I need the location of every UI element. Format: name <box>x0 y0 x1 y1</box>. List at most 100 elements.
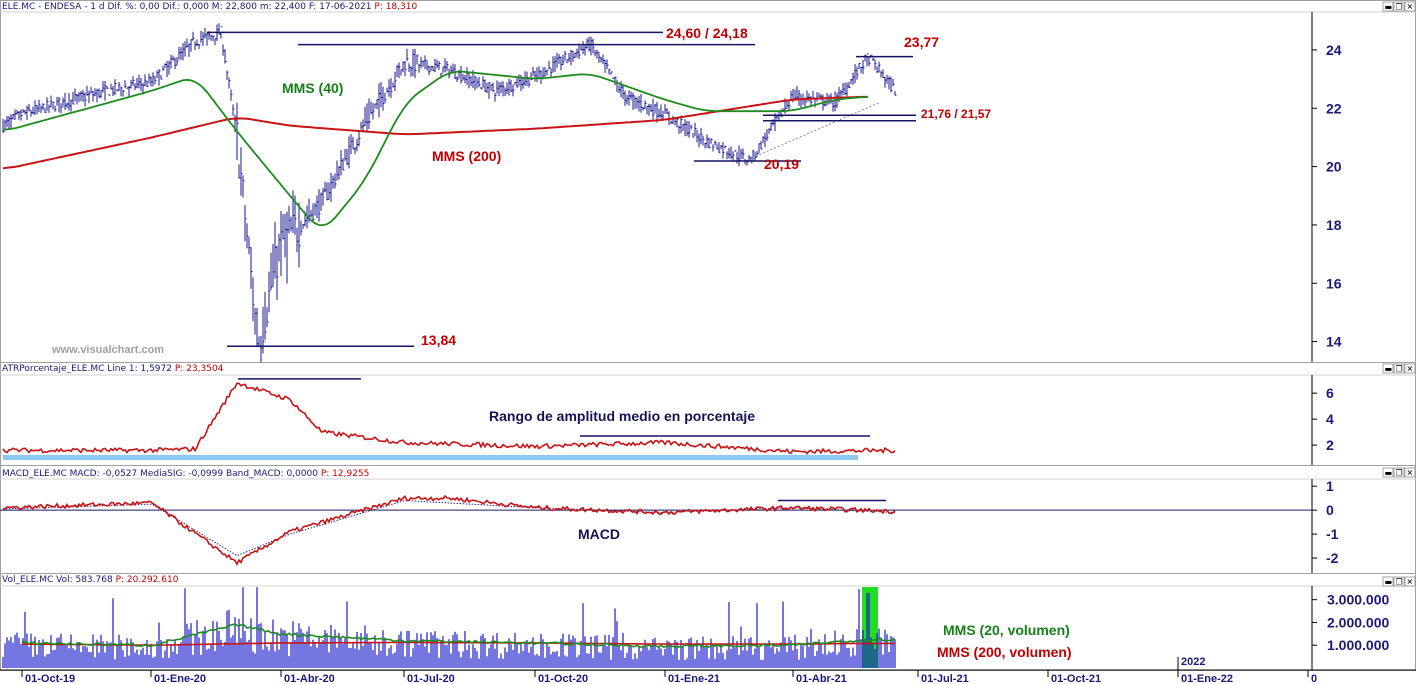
panel-frame-price <box>0 0 1416 363</box>
svg-text:ELE.MC - ENDESA - 1 d Dif. %: ELE.MC - ENDESA - 1 d Dif. %: 0,00 Dif.:… <box>2 2 417 12</box>
atr-y-tick-label: 2 <box>1326 437 1334 453</box>
x-tick-label: 01-Jul-20 <box>407 673 455 684</box>
volume-bars <box>2 587 896 668</box>
macd-y-tick-label: -2 <box>1326 550 1339 566</box>
restore-button <box>1393 576 1405 587</box>
atr-y-tick-label: 6 <box>1326 385 1334 401</box>
label-mms200: MMS (200) <box>432 148 501 164</box>
price-panel-title: ELE.MC - ENDESA - 1 d Dif. %: 0,00 Dif.:… <box>2 2 417 12</box>
minimize-icon: ▬ <box>1385 469 1393 478</box>
window-controls: ▬ ❐ ✕ <box>1382 576 1416 587</box>
window-buttons: ▬ ❐ ✕▬ ❐ ✕▬ ❐ ✕▬ ❐ ✕ <box>1382 1 1416 587</box>
vol-mms20-line <box>21 623 896 649</box>
x-tick-label: 01-Abr-21 <box>796 673 847 684</box>
minimize-button <box>1382 467 1394 478</box>
window-controls: ▬ ❐ ✕ <box>1382 1 1416 12</box>
svg-text:ATRPorcentaje_ELE.MC Line 1:: ATRPorcentaje_ELE.MC Line 1: 1,5972 P: 2… <box>2 364 224 374</box>
vol-title-p: P: 20.292.610 <box>116 575 179 585</box>
atr-line <box>2 382 896 455</box>
mms40-line <box>2 70 869 227</box>
vol-panel-title: Vol_ELE.MC Vol: 583.768 P: 20.292.610 <box>2 575 179 585</box>
x-tick-label: 01-Ene-21 <box>668 673 720 684</box>
macd-y-tick-label: -1 <box>1326 526 1339 542</box>
minimize-button <box>1382 576 1394 587</box>
close-icon: ✕ <box>1407 365 1414 374</box>
vol-y-tick-label: 2.000.000 <box>1327 614 1389 630</box>
window-controls: ▬ ❐ ✕ <box>1382 363 1416 374</box>
minimize-icon: ▬ <box>1385 365 1393 374</box>
mms200-line <box>2 95 869 170</box>
close-button <box>1404 576 1416 587</box>
price-layer <box>2 23 897 363</box>
macd-y-tick-label: 1 <box>1326 478 1334 494</box>
svg-text:MACD_ELE.MC MACD: -0,0527 Me: MACD_ELE.MC MACD: -0,0527 MediaSIG: -0,0… <box>2 469 369 479</box>
trendline <box>751 101 881 159</box>
macd-layer <box>0 494 1312 566</box>
atr-band-layer <box>3 455 858 460</box>
atr-panel-title: ATRPorcentaje_ELE.MC Line 1: 1,5972 P: 2… <box>2 364 224 374</box>
macd-y-tick-label: 0 <box>1326 502 1334 518</box>
macd-title-text: MACD_ELE.MC MACD: -0,0527 MediaSIG: -0,0… <box>2 469 318 479</box>
close-icon: ✕ <box>1407 578 1414 587</box>
annotation-covid-low: 13,84 <box>421 332 456 348</box>
annotation-recent-high: 23,77 <box>904 34 939 50</box>
close-button <box>1404 363 1416 374</box>
macd-panel-title: MACD_ELE.MC MACD: -0,0527 MediaSIG: -0,0… <box>2 469 369 479</box>
label-mms40: MMS (40) <box>282 80 343 96</box>
vol-y-tick-label: 1.000.000 <box>1327 637 1389 653</box>
label-atr: Rango de amplitud medio en porcentaje <box>489 408 755 424</box>
x-tick-label: 01-Ene-22 <box>1181 673 1233 684</box>
price-y-tick-label: 14 <box>1326 334 1342 350</box>
svg-text:Vol_ELE.MC Vol: 583.768 P: 20: Vol_ELE.MC Vol: 583.768 P: 20.292.610 <box>2 575 179 585</box>
label-vol-mms200: MMS (200, volumen) <box>937 644 1072 660</box>
axes-layer: 141618202224246-2-1011.000.0002.000.0003… <box>21 42 1389 684</box>
vol-y-tick-label: 3.000.000 <box>1327 592 1389 608</box>
minimize-button <box>1382 363 1394 374</box>
x-tick-label: 01-Oct-19 <box>25 673 75 684</box>
restore-icon: ❐ <box>1396 3 1403 12</box>
macd-line <box>3 494 896 566</box>
atr-title-text: ATRPorcentaje_ELE.MC Line 1: 1,5972 <box>2 364 172 374</box>
price-y-tick-label: 22 <box>1326 100 1342 116</box>
watermark: www.visualchart.com <box>51 344 164 356</box>
restore-icon: ❐ <box>1396 365 1403 374</box>
label-macd: MACD <box>578 526 620 542</box>
minimize-button <box>1382 1 1394 12</box>
x-tick-label: 01-Oct-21 <box>1051 673 1101 684</box>
x-tick-label: 01-Jul-21 <box>921 673 969 684</box>
minimize-icon: ▬ <box>1385 3 1393 12</box>
label-vol-mms20: MMS (20, volumen) <box>943 622 1070 638</box>
price-y-tick-label: 16 <box>1326 275 1342 291</box>
macd-signal-line <box>3 500 896 557</box>
x-tick-label: 01-Ene-20 <box>154 673 206 684</box>
vol-mms200-line <box>22 641 895 646</box>
close-icon: ✕ <box>1407 469 1414 478</box>
atr-layer <box>2 382 896 455</box>
vol-title-text: Vol_ELE.MC Vol: 583.768 <box>2 575 113 585</box>
panel-frame-macd <box>0 465 1416 574</box>
restore-icon: ❐ <box>1396 578 1403 587</box>
price-bars <box>2 23 897 363</box>
atr-reference-band <box>3 455 858 460</box>
close-icon: ✕ <box>1407 3 1414 12</box>
x-tick-label: 01-Abr-20 <box>284 673 335 684</box>
annotation-support-band: 21,76 / 21,57 <box>921 107 991 121</box>
close-button <box>1404 1 1416 12</box>
macd-title-p: P: 12,9255 <box>321 469 370 479</box>
price-title-text: ELE.MC - ENDESA - 1 d Dif. %: 0,00 Dif.:… <box>2 2 372 12</box>
x-year-marker: 2022 <box>1181 656 1205 668</box>
x-tick-label: 0 <box>1311 673 1317 684</box>
x-tick-label: 01-Oct-20 <box>538 673 588 684</box>
restore-button <box>1393 467 1405 478</box>
price-y-tick-label: 24 <box>1326 42 1342 58</box>
volume-highlight <box>862 587 878 668</box>
restore-button <box>1393 363 1405 374</box>
volume-layer <box>2 587 896 668</box>
price-title-p: P: 18,310 <box>374 2 417 12</box>
restore-icon: ❐ <box>1396 469 1403 478</box>
window-controls: ▬ ❐ ✕ <box>1382 467 1416 478</box>
price-y-tick-label: 20 <box>1326 159 1342 175</box>
annotation-resistance-high: 24,60 / 24,18 <box>666 25 748 41</box>
